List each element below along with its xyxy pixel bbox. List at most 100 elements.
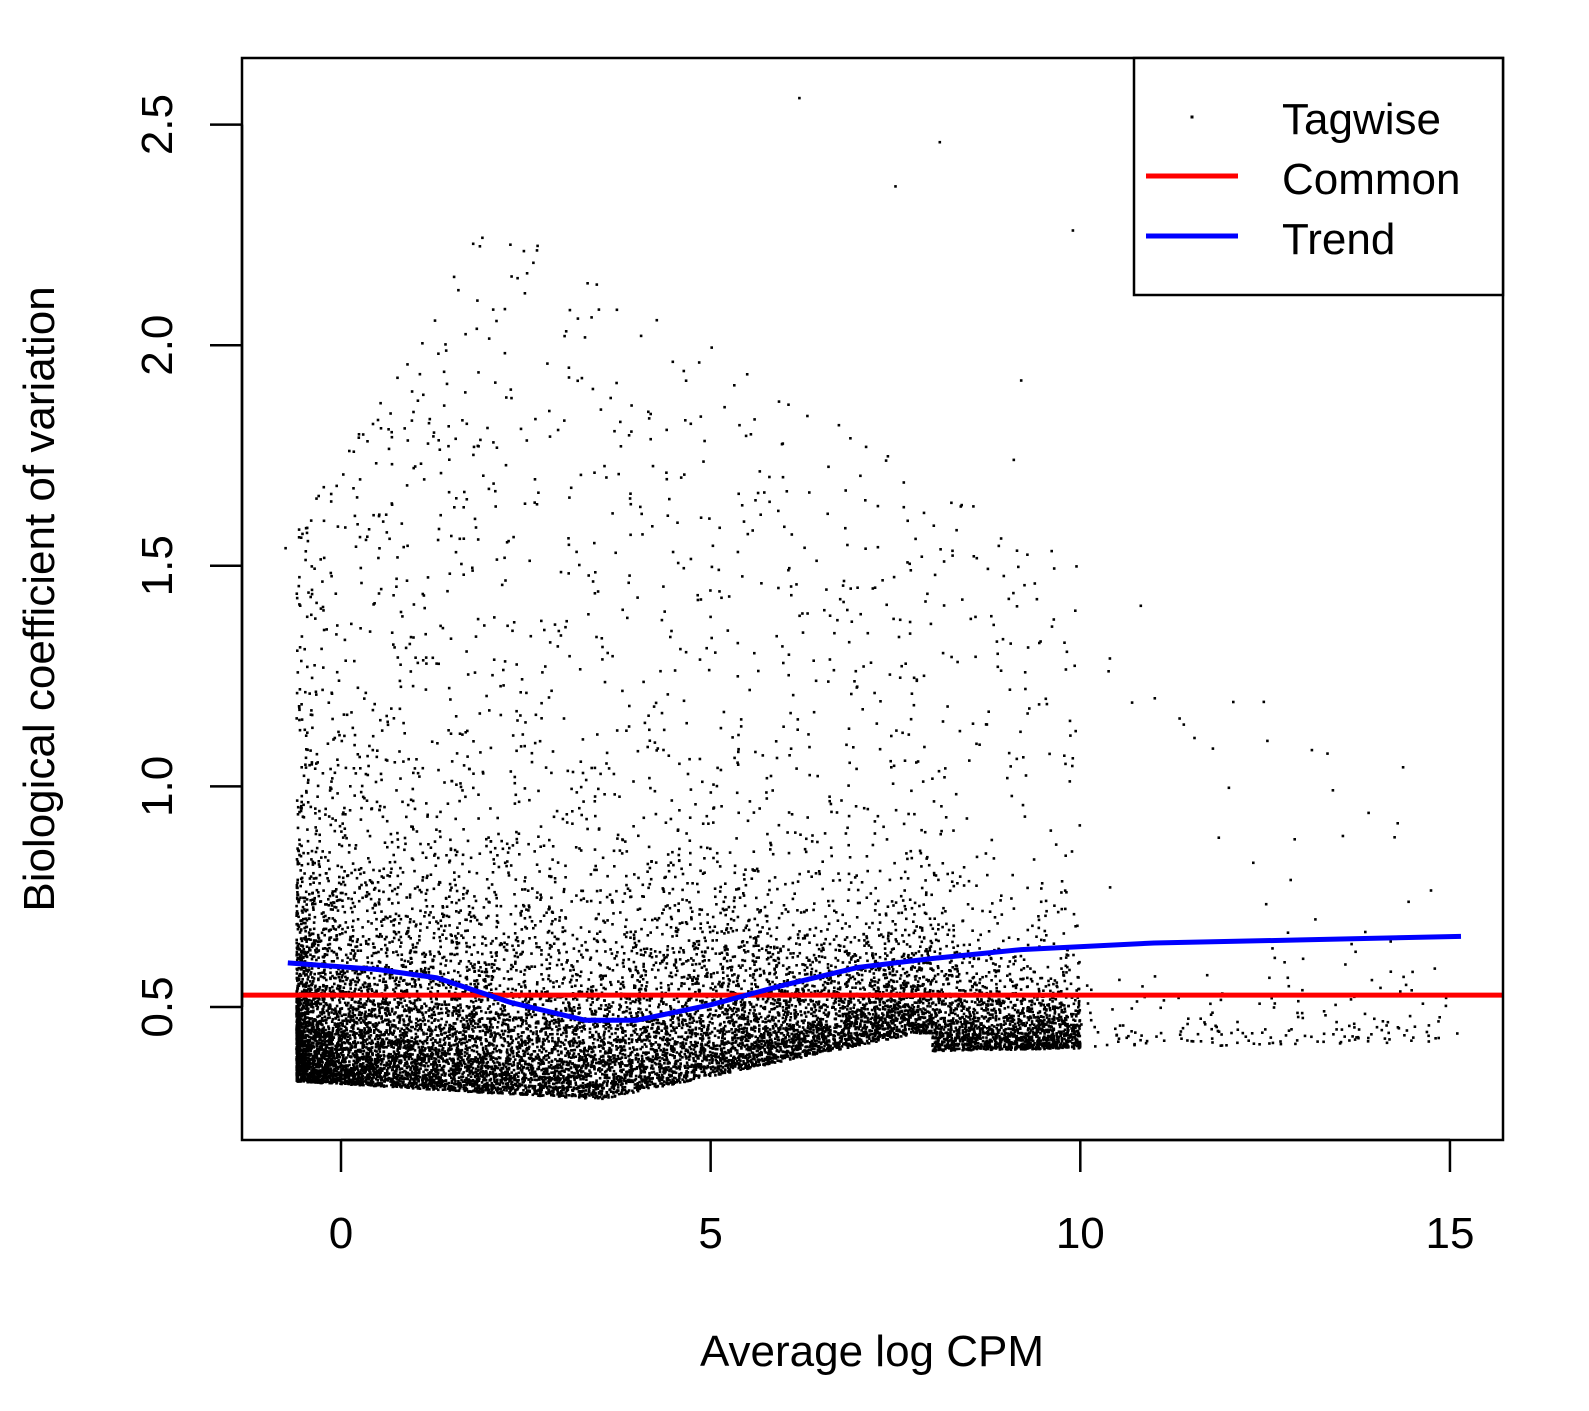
tagwise-point xyxy=(311,1019,315,1023)
tagwise-point xyxy=(583,336,587,339)
tagwise-point xyxy=(1052,1018,1056,1022)
tagwise-point xyxy=(944,973,948,976)
tagwise-point xyxy=(1139,1038,1142,1042)
tagwise-point xyxy=(743,1035,747,1039)
tagwise-point xyxy=(296,826,300,830)
tagwise-point xyxy=(994,963,997,966)
tagwise-point xyxy=(492,858,495,861)
tagwise-point xyxy=(1279,1042,1283,1046)
tagwise-point xyxy=(593,1037,596,1041)
tagwise-point xyxy=(564,1067,568,1071)
tagwise-point xyxy=(368,1008,371,1012)
tagwise-point xyxy=(649,877,653,881)
tagwise-point xyxy=(912,931,916,935)
tagwise-point xyxy=(1023,998,1027,1001)
tagwise-point xyxy=(699,1017,703,1021)
tagwise-point xyxy=(521,1000,525,1004)
tagwise-point xyxy=(630,1038,634,1041)
tagwise-point xyxy=(793,1048,796,1052)
tagwise-point xyxy=(349,1006,352,1010)
tagwise-point xyxy=(915,1031,918,1035)
tagwise-point xyxy=(918,984,921,988)
tagwise-point xyxy=(361,935,365,938)
tagwise-point xyxy=(697,890,700,894)
tagwise-point xyxy=(890,948,894,951)
tagwise-point xyxy=(683,1064,686,1068)
tagwise-point xyxy=(846,608,849,612)
tagwise-point xyxy=(842,579,846,583)
tagwise-point xyxy=(321,772,325,775)
tagwise-point xyxy=(924,879,927,882)
tagwise-point xyxy=(825,998,829,1001)
tagwise-point xyxy=(492,441,495,444)
tagwise-point xyxy=(1135,1000,1139,1003)
tagwise-point xyxy=(1008,688,1012,691)
tagwise-point xyxy=(518,1058,522,1062)
tagwise-point xyxy=(638,1064,641,1068)
tagwise-point xyxy=(1026,976,1029,980)
tagwise-point xyxy=(733,756,736,760)
tagwise-point xyxy=(398,1016,402,1020)
tagwise-point xyxy=(667,987,671,990)
tagwise-point xyxy=(474,1083,477,1086)
tagwise-point xyxy=(527,1000,531,1003)
tagwise-point xyxy=(684,1055,688,1058)
tagwise-point xyxy=(432,431,436,434)
tagwise-point xyxy=(898,977,902,980)
tagwise-point xyxy=(309,519,313,522)
tagwise-point xyxy=(997,1017,1001,1021)
tagwise-point xyxy=(1064,964,1068,968)
tagwise-point xyxy=(387,1057,390,1060)
tagwise-point xyxy=(415,923,418,926)
tagwise-point xyxy=(736,1052,739,1055)
tagwise-point xyxy=(898,618,902,622)
tagwise-point xyxy=(640,1065,643,1068)
tagwise-point xyxy=(801,1026,805,1029)
tagwise-point xyxy=(423,915,426,918)
tagwise-point xyxy=(627,1070,631,1073)
tagwise-point xyxy=(670,982,673,986)
tagwise-point xyxy=(486,1060,490,1064)
tagwise-point xyxy=(794,831,797,834)
tagwise-point xyxy=(696,1009,700,1012)
tagwise-point xyxy=(895,1025,899,1029)
tagwise-point xyxy=(397,938,401,942)
tagwise-point xyxy=(579,1077,582,1081)
tagwise-point xyxy=(496,1012,499,1016)
tagwise-point xyxy=(755,985,758,988)
tagwise-point xyxy=(863,944,866,947)
tagwise-point xyxy=(649,786,652,790)
tagwise-point xyxy=(711,929,715,933)
tagwise-point xyxy=(302,921,305,925)
tagwise-point xyxy=(1427,1034,1430,1038)
tagwise-point xyxy=(913,812,916,816)
tagwise-point xyxy=(524,1043,527,1046)
tagwise-point xyxy=(310,588,314,592)
tagwise-point xyxy=(927,954,930,958)
tagwise-point xyxy=(442,972,446,976)
tagwise-point xyxy=(462,893,465,896)
tagwise-point xyxy=(487,487,491,491)
tagwise-point xyxy=(434,1067,437,1071)
tagwise-point xyxy=(357,988,361,991)
tagwise-point xyxy=(546,1035,550,1038)
tagwise-point xyxy=(841,584,845,587)
tagwise-point xyxy=(366,754,369,758)
tagwise-point xyxy=(507,874,511,877)
tagwise-point xyxy=(490,1088,494,1092)
tagwise-point xyxy=(321,1056,324,1060)
tagwise-point xyxy=(481,1087,484,1091)
tagwise-point xyxy=(297,925,301,929)
tagwise-point xyxy=(1063,1004,1066,1007)
tagwise-point xyxy=(665,962,669,965)
tagwise-point xyxy=(375,800,379,804)
tagwise-point xyxy=(747,928,751,932)
tagwise-point xyxy=(1066,954,1070,957)
tagwise-point xyxy=(943,974,946,978)
tagwise-point xyxy=(836,959,840,962)
tagwise-point xyxy=(565,950,568,954)
tagwise-point xyxy=(929,983,932,986)
tagwise-point xyxy=(403,732,406,735)
tagwise-point xyxy=(731,736,734,739)
tagwise-point xyxy=(344,526,347,529)
